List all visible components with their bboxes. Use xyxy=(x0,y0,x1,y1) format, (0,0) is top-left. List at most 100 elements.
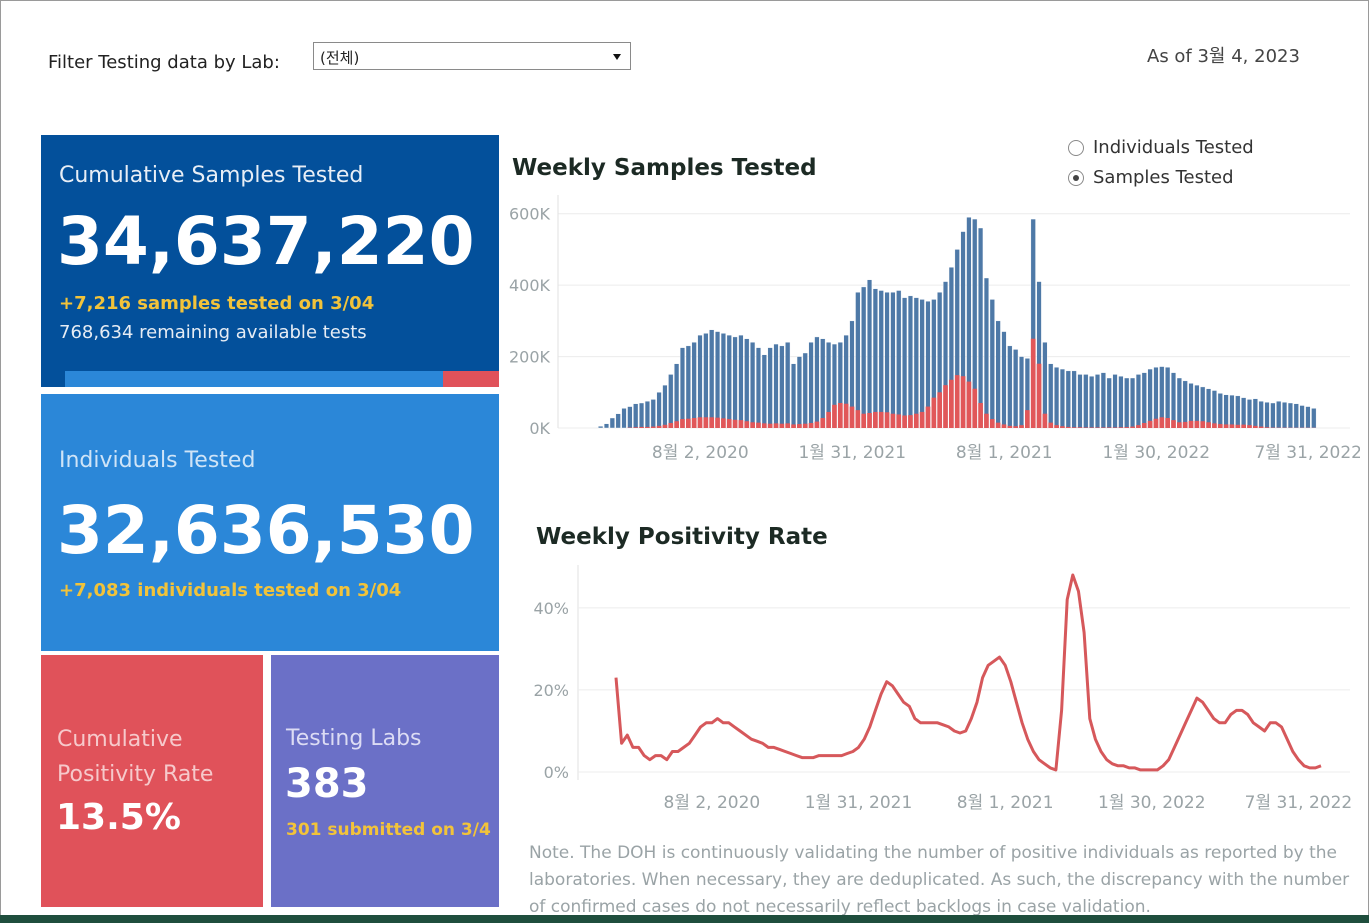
bar-positive xyxy=(1048,422,1054,428)
bar-positive xyxy=(1229,424,1235,428)
bar-positive xyxy=(855,410,861,428)
individuals-tested-value: 32,636,530 xyxy=(57,492,475,569)
cumulative-samples-value: 34,637,220 xyxy=(57,203,475,280)
bar-positive xyxy=(756,422,761,428)
bar-samples xyxy=(890,292,896,429)
testing-labs-title: Testing Labs xyxy=(286,726,422,751)
bar-positive xyxy=(1065,426,1071,428)
bar-positive xyxy=(1095,427,1100,428)
bar-samples xyxy=(715,331,721,429)
bar-samples xyxy=(1018,356,1025,429)
bar-samples xyxy=(1141,372,1147,429)
y-tick-label: 600K xyxy=(509,205,551,224)
bar-samples xyxy=(1293,403,1299,429)
bar-samples xyxy=(1071,370,1077,429)
bar-positive xyxy=(650,426,656,428)
y-tick-label: 20% xyxy=(533,681,569,700)
bar-positive xyxy=(1124,427,1130,428)
bar-samples xyxy=(621,408,627,429)
bar-positive xyxy=(779,423,785,428)
bar-samples xyxy=(720,333,726,429)
bar-positive xyxy=(1159,417,1165,428)
bar-samples xyxy=(1077,374,1083,429)
bar-samples xyxy=(738,334,744,429)
bar-samples xyxy=(1094,374,1101,429)
bar-positive xyxy=(1247,425,1252,428)
bar-positive xyxy=(761,423,767,428)
bar-positive xyxy=(902,415,907,428)
bar-samples xyxy=(983,277,989,429)
bar-positive xyxy=(639,426,644,428)
individuals-tested-card: Individuals Tested 32,636,530 +7,083 ind… xyxy=(41,394,499,651)
radio-circle-icon[interactable] xyxy=(1068,170,1084,186)
bar-samples xyxy=(1235,395,1241,429)
bar-positive xyxy=(1106,427,1112,428)
bar-positive xyxy=(1194,420,1200,428)
bar-positive xyxy=(1177,422,1182,428)
bar-samples xyxy=(1089,376,1095,429)
bar-positive xyxy=(884,412,890,428)
bar-samples xyxy=(1118,376,1124,429)
radio-label-samples: Samples Tested xyxy=(1093,167,1234,188)
bar-samples xyxy=(1135,374,1141,429)
bar-samples xyxy=(814,336,820,429)
samples-delta: +7,216 samples tested on 3/04 xyxy=(59,293,375,314)
bar-positive xyxy=(715,417,720,428)
dropdown-arrow-icon[interactable] xyxy=(613,54,621,60)
x-tick-label: 1월 30, 2022 xyxy=(1098,793,1206,813)
x-tick-label: 1월 31, 2021 xyxy=(805,793,913,813)
radio-circle-icon[interactable] xyxy=(1068,140,1084,156)
bar-positive xyxy=(1077,427,1083,428)
bar-positive xyxy=(1235,424,1241,428)
bar-samples xyxy=(1007,345,1013,429)
bar-samples xyxy=(866,279,873,429)
bar-samples xyxy=(1106,377,1112,429)
lab-filter-value: (전체) xyxy=(320,49,360,67)
bar-samples xyxy=(703,333,709,429)
bar-samples xyxy=(907,295,913,429)
bar-samples xyxy=(744,338,750,429)
bar-samples xyxy=(1065,370,1071,429)
positivity-title-line1: Cumulative xyxy=(57,727,183,752)
bar-samples xyxy=(896,290,902,429)
y-tick-label: 400K xyxy=(509,276,551,295)
bar-samples xyxy=(633,403,639,429)
bar-positive xyxy=(1147,420,1153,428)
testing-labs-card: Testing Labs 383 301 submitted on 3/4 xyxy=(271,655,499,907)
bar-samples xyxy=(872,288,878,429)
bar-samples xyxy=(709,329,715,429)
bar-positive xyxy=(1013,426,1019,428)
bar-samples xyxy=(919,299,925,429)
bar-positive xyxy=(966,381,972,428)
positivity-line xyxy=(614,573,1322,772)
lab-filter-dropdown[interactable]: (전체) xyxy=(313,42,631,70)
bar-positive xyxy=(668,423,674,428)
bar-positive xyxy=(849,406,855,428)
bar-positive xyxy=(826,411,831,428)
bar-positive xyxy=(732,419,738,428)
bar-positive xyxy=(931,397,937,428)
as-of-date: As of 3월 4, 2023 xyxy=(1147,46,1300,67)
bar-samples xyxy=(1211,390,1217,429)
radio-dot-icon xyxy=(1073,175,1079,181)
bar-positive xyxy=(703,417,709,428)
bar-positive xyxy=(837,403,843,428)
bar-positive xyxy=(1001,424,1007,428)
bar-samples xyxy=(1083,374,1089,429)
bar-samples xyxy=(1246,399,1253,429)
bar-samples xyxy=(1206,388,1212,429)
bar-positive xyxy=(1188,420,1194,428)
x-tick-label: 1월 30, 2022 xyxy=(1102,443,1210,463)
bar-positive xyxy=(662,424,668,428)
bar-positive xyxy=(1030,338,1036,428)
bar-samples xyxy=(1282,402,1288,429)
bar-positive xyxy=(1200,421,1206,428)
x-tick-label: 8월 1, 2021 xyxy=(957,793,1054,813)
bottom-strip xyxy=(0,915,1369,923)
bar-positive xyxy=(744,421,750,428)
bar-positive xyxy=(913,413,919,428)
bar-samples xyxy=(732,336,738,429)
bar-positive xyxy=(1083,427,1089,428)
bar-positive xyxy=(685,418,691,428)
x-tick-label: 7월 31, 2022 xyxy=(1245,793,1353,813)
